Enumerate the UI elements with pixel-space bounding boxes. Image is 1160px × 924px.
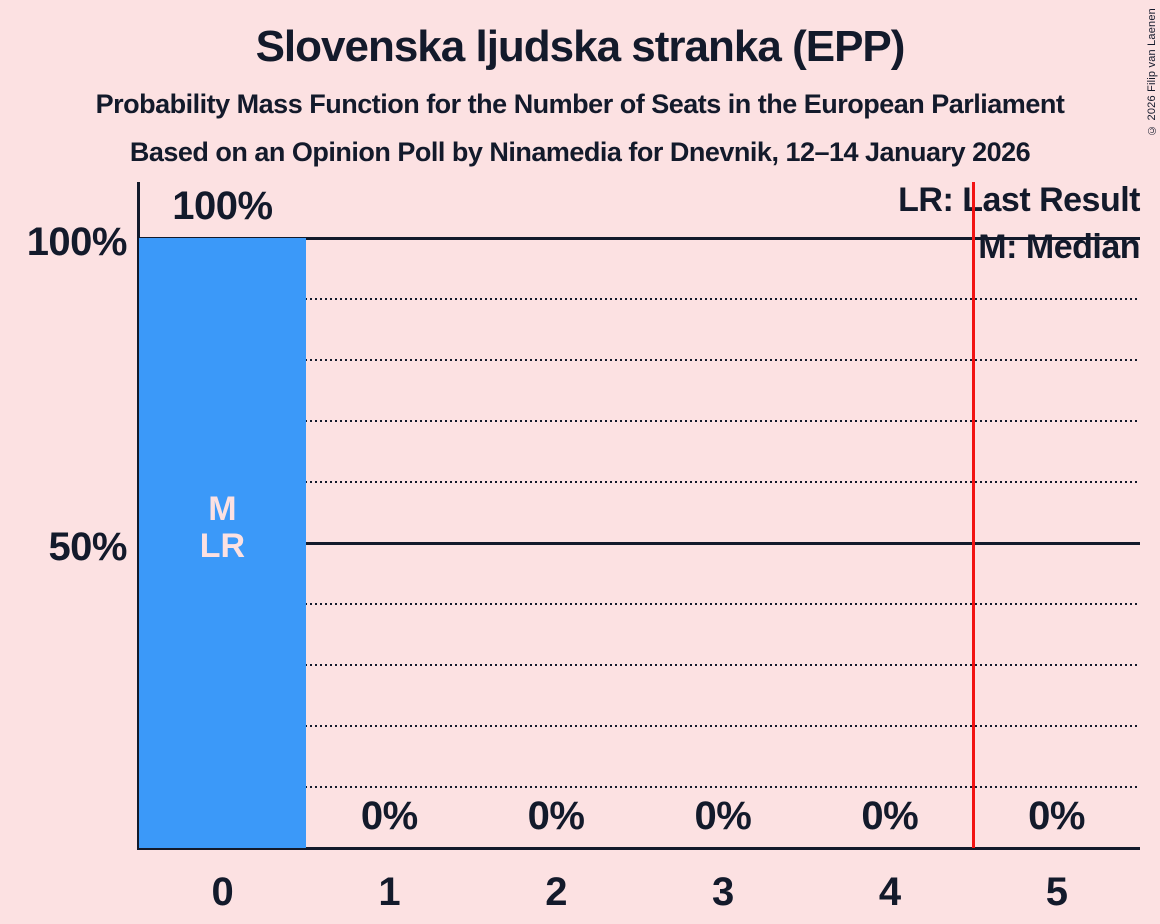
x-tick-label: 3 [712,870,734,914]
gridline-solid [140,237,1140,240]
x-tick-label: 4 [878,870,901,914]
gridline-dotted [140,298,1140,300]
bar-value-label: 0% [694,794,752,838]
bar-marker-label: LR [199,527,246,565]
x-tick-label: 0 [211,870,234,914]
gridline-dotted [140,664,1140,666]
x-tick-label: 2 [545,870,567,914]
chart-source-line: Based on an Opinion Poll by Ninamedia fo… [129,137,1031,167]
y-axis-line [137,182,140,850]
gridline-dotted [140,603,1140,605]
bar-value-label: 0% [1028,794,1085,838]
bar-value-label: 0% [861,794,919,838]
gridline-dotted [140,481,1140,483]
y-tick-label: 100% [26,220,128,264]
y-tick-label: 50% [48,525,127,569]
majority-threshold-line [971,182,975,848]
bar-value-label: 0% [527,794,585,838]
x-tick-label: 1 [378,870,401,914]
legend-median-label: M: Median [978,228,1140,266]
chart-title: Slovenska ljudska stranka (EPP) [255,22,906,71]
gridline-solid [140,542,1140,545]
copyright-notice: © 2026 Filip van Laenen [1146,8,1158,136]
bar-marker-label: M [208,490,237,528]
bar-marker-block: M LR [139,491,306,565]
gridline-dotted [140,359,1140,361]
gridline-dotted [140,786,1140,788]
legend-last-result-label: LR: Last Result [898,181,1140,219]
gridline-dotted [140,725,1140,727]
bar-value-label: 100% [172,184,273,228]
probability-bar [139,238,306,848]
x-axis-line [137,847,1140,850]
chart-subtitle: Probability Mass Function for the Number… [95,89,1065,119]
bar-value-label: 0% [360,794,418,838]
gridline-dotted [140,420,1140,422]
x-tick-label: 5 [1045,870,1068,914]
